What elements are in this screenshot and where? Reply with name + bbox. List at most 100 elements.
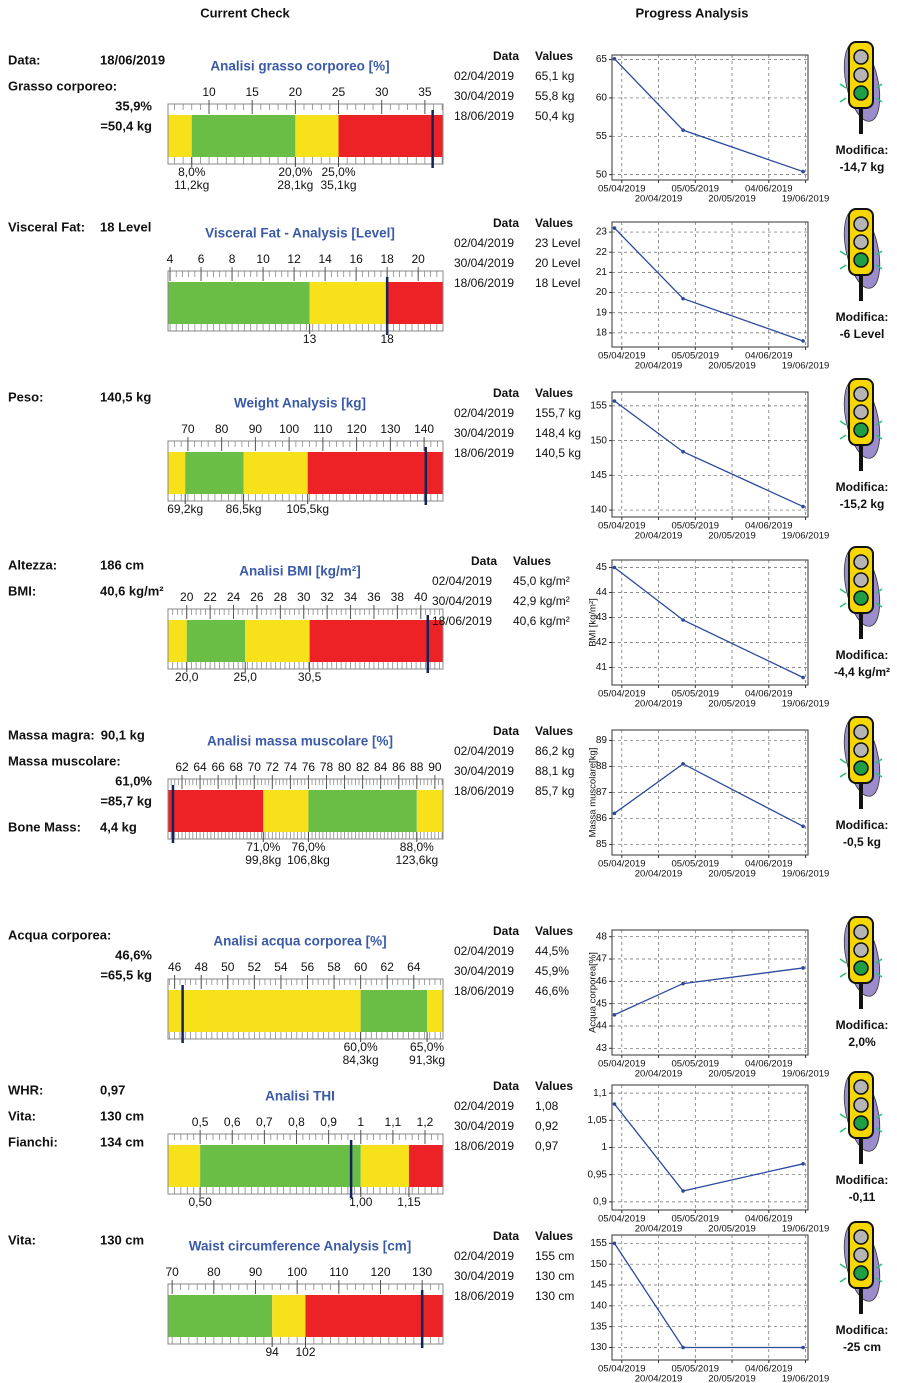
gauge-frame bbox=[167, 1133, 444, 1195]
x-tick-label: 05/05/2019 bbox=[672, 1214, 720, 1225]
gauge-segment bbox=[416, 790, 443, 832]
bound-label: 13 bbox=[303, 332, 317, 346]
gauge-tick-label: 1,2 bbox=[417, 1115, 434, 1129]
bound-label: 86,5kg bbox=[226, 502, 262, 516]
info-label: Vita: bbox=[8, 1232, 36, 1247]
gauge-segment bbox=[309, 282, 388, 324]
gauge-segment bbox=[263, 790, 309, 832]
x-tick-label: 04/06/2019 bbox=[745, 1214, 793, 1225]
table-date: 30/04/2019 bbox=[454, 764, 514, 778]
gauge-tick-label: 76 bbox=[302, 760, 316, 774]
change-value: -0,11 bbox=[849, 1190, 876, 1204]
info-value: 18/06/2019 bbox=[100, 52, 165, 67]
x-tick-label: 05/04/2019 bbox=[598, 689, 646, 700]
info-value: 90,1 kg bbox=[101, 727, 145, 742]
gauge-tick-label: 78 bbox=[320, 760, 334, 774]
y-tick-label: 85 bbox=[596, 839, 608, 850]
table-date: 18/06/2019 bbox=[454, 984, 514, 998]
bound-sub: 35,1kg bbox=[321, 178, 357, 192]
gauge-tick-label: 22 bbox=[203, 590, 217, 604]
info-value: 4,4 kg bbox=[100, 819, 137, 834]
table-value: 148,4 kg bbox=[535, 426, 581, 440]
traffic-light bbox=[837, 543, 887, 640]
info-label: WHR: bbox=[8, 1082, 43, 1097]
chart-frame bbox=[611, 1234, 809, 1361]
gauge-title: Waist circumference Analysis [cm] bbox=[189, 1239, 412, 1254]
gauge-tick-label: 84 bbox=[374, 760, 388, 774]
bound-label: 18 bbox=[380, 332, 394, 346]
info-label: Visceral Fat: bbox=[8, 219, 85, 234]
bound-label: 105,5kg bbox=[286, 502, 329, 516]
info-label: Massa magra: bbox=[8, 727, 95, 742]
gauge-segment bbox=[245, 620, 310, 662]
y-tick-label: 1,05 bbox=[588, 1115, 608, 1126]
y-tick-label: 1,1 bbox=[593, 1088, 607, 1099]
traffic-light bbox=[837, 205, 887, 302]
table-date: 18/06/2019 bbox=[454, 1289, 514, 1303]
x-tick-label: 04/06/2019 bbox=[745, 521, 793, 532]
x-tick-label: 20/04/2019 bbox=[635, 1069, 683, 1080]
gauge-title: Analisi grasso corporeo [%] bbox=[210, 59, 389, 74]
gauge-segment bbox=[168, 1145, 201, 1187]
gauge-tick-label: 82 bbox=[356, 760, 370, 774]
info-line: =65,5 kg bbox=[100, 967, 152, 982]
gauge-tick-label: 70 bbox=[165, 1265, 179, 1279]
gauge-tick-label: 10 bbox=[256, 252, 270, 266]
gauge-title: Analisi BMI [kg/m²] bbox=[239, 564, 361, 579]
x-tick-label: 20/04/2019 bbox=[635, 1224, 683, 1235]
gauge-tick-label: 0,5 bbox=[192, 1115, 209, 1129]
gauge-segment bbox=[168, 282, 310, 324]
gauge-title: Analisi acqua corporea [%] bbox=[213, 934, 386, 949]
table-date: 02/04/2019 bbox=[454, 1249, 514, 1263]
gauge-tick-label: 14 bbox=[318, 252, 332, 266]
gauge-title: Visceral Fat - Analysis [Level] bbox=[205, 226, 395, 241]
gauge-segment bbox=[295, 115, 339, 157]
table-date: 18/06/2019 bbox=[454, 784, 514, 798]
change-value: -25 cm bbox=[843, 1340, 881, 1354]
table-value: 155 cm bbox=[535, 1249, 574, 1263]
table-value: 45,9% bbox=[535, 964, 569, 978]
y-tick-label: 55 bbox=[596, 131, 608, 142]
bound-sub: 84,3kg bbox=[343, 1053, 379, 1067]
traffic-light bbox=[837, 375, 887, 472]
y-tick-label: 21 bbox=[596, 267, 608, 278]
gauge-segment bbox=[186, 620, 246, 662]
table-value: 130 cm bbox=[535, 1289, 574, 1303]
gauge-tick-label: 60 bbox=[354, 960, 368, 974]
table-value: 155,7 kg bbox=[535, 406, 581, 420]
x-tick-label: 05/05/2019 bbox=[672, 1364, 720, 1375]
y-axis-label: Acqua corporea[%] bbox=[588, 952, 599, 1033]
table-header: Values bbox=[535, 1229, 573, 1243]
bound-sub: 123,6kg bbox=[395, 853, 438, 867]
chart-frame bbox=[611, 929, 809, 1056]
table-header: Data bbox=[493, 724, 519, 738]
y-tick-label: 41 bbox=[596, 662, 608, 673]
data-point bbox=[681, 128, 685, 132]
bound-label: 8,0% bbox=[178, 165, 206, 179]
table-header: Data bbox=[493, 924, 519, 938]
table-value: 45,0 kg/m² bbox=[513, 574, 570, 588]
gauge-tick-label: 15 bbox=[246, 85, 260, 99]
table-header: Data bbox=[493, 49, 519, 63]
table-date: 30/04/2019 bbox=[432, 594, 492, 608]
traffic-light bbox=[837, 1068, 887, 1165]
chart-frame bbox=[611, 391, 809, 518]
gauge-tick-label: 140 bbox=[414, 422, 434, 436]
x-tick-label: 05/05/2019 bbox=[672, 859, 720, 870]
x-tick-label: 20/05/2019 bbox=[708, 1069, 756, 1080]
x-tick-label: 20/04/2019 bbox=[635, 699, 683, 710]
bound-label: 65,0% bbox=[410, 1040, 444, 1054]
y-tick-label: 48 bbox=[596, 931, 608, 942]
info-label: Vita: bbox=[8, 1108, 36, 1123]
table-header: Values bbox=[535, 216, 573, 230]
table-date: 02/04/2019 bbox=[454, 1099, 514, 1113]
change-label: Modifica: bbox=[836, 1173, 889, 1187]
gauge-tick-label: 24 bbox=[227, 590, 241, 604]
y-tick-label: 60 bbox=[596, 93, 608, 104]
table-date: 02/04/2019 bbox=[454, 69, 514, 83]
y-tick-label: 155 bbox=[590, 1238, 607, 1249]
x-tick-label: 20/05/2019 bbox=[708, 361, 756, 372]
x-tick-label: 04/06/2019 bbox=[745, 184, 793, 195]
gauge-segment bbox=[168, 1295, 273, 1337]
